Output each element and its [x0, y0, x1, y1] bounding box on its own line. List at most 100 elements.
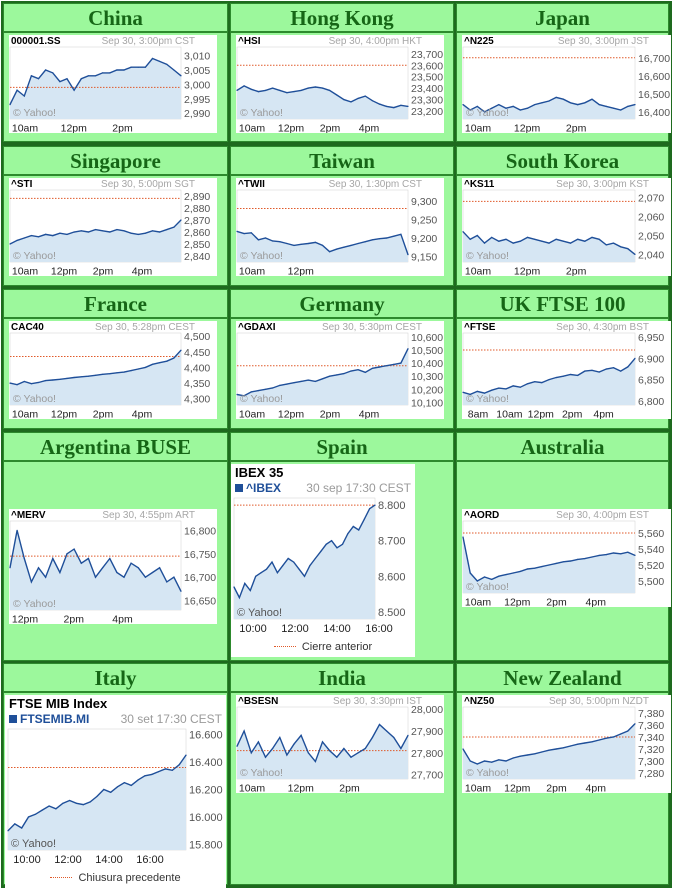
data-point — [555, 562, 557, 564]
data-point — [109, 231, 111, 233]
chart-panel-singapore[interactable]: ^STI Sep 30, 5:00pm SGT 2,890 2,880 2,870 2,8… — [9, 178, 217, 276]
x-tick-label: 10am — [12, 409, 39, 420]
data-point — [279, 736, 281, 739]
data-point — [393, 107, 395, 109]
ticker-symbol: ^N225 — [464, 36, 494, 47]
yahoo-watermark: © Yahoo! — [11, 838, 56, 850]
chart-svg: 2,070 2,060 2,050 2,040 10am 12pm 2pm © Yahoo! — [462, 189, 664, 277]
chart-panel-hong-kong[interactable]: ^HSI Sep 30, 4:00pm HKT 23,700 23,600 23,500… — [236, 35, 444, 133]
market-heading-japan: Japan — [456, 3, 669, 32]
area-fill — [463, 723, 635, 779]
data-point — [279, 384, 281, 386]
chart-panel-japan[interactable]: ^N225 Sep 30, 3:00pm JST 16,700 16,600 16,50… — [462, 35, 671, 133]
chart-timestamp: Sep 30, 5:00pm NZDT — [548, 696, 649, 707]
area-fill — [10, 530, 181, 610]
data-point — [59, 378, 61, 380]
y-tick-label: 16,400 — [638, 107, 670, 119]
chart-panel-germany[interactable]: ^GDAXI Sep 30, 5:30pm CEST 10,600 10,500 10,… — [236, 321, 444, 419]
chart-panel-france[interactable]: CAC40 Sep 30, 5:28pm CEST 4,500 4,450 4,400 4… — [9, 321, 217, 419]
data-point — [37, 236, 40, 238]
data-point — [605, 244, 607, 246]
data-point — [166, 360, 168, 362]
data-point — [159, 362, 161, 364]
data-point — [534, 381, 536, 383]
area-fill — [463, 358, 635, 405]
data-point — [627, 730, 629, 732]
chart-panel-uk-ftse-100[interactable]: ^FTSE Sep 30, 4:30pm BST 6,950 6,900 6,850 6,… — [462, 321, 671, 419]
data-point — [634, 104, 636, 106]
y-tick-label: 2,850 — [184, 239, 210, 251]
data-point — [45, 69, 47, 71]
data-point — [336, 756, 338, 758]
data-point — [634, 554, 636, 556]
yahoo-watermark: © Yahoo! — [466, 107, 509, 119]
previous-close-legend: Cierre anterior — [231, 641, 415, 653]
chart-svg: 16.600 16.400 16.200 16.000 15.800 10:00 12:00… — [7, 728, 223, 866]
data-point — [7, 830, 9, 832]
y-tick-label: 9,300 — [411, 196, 437, 208]
data-point — [180, 349, 182, 351]
data-point — [364, 371, 366, 373]
yahoo-watermark: © Yahoo! — [240, 107, 283, 119]
data-point — [102, 72, 104, 74]
data-point — [87, 375, 89, 377]
data-point — [562, 561, 564, 563]
y-tick-label: 5,500 — [638, 576, 664, 588]
data-point — [584, 558, 586, 560]
data-point — [293, 244, 295, 246]
x-tick-label: 12pm — [51, 266, 78, 277]
data-point — [102, 230, 104, 232]
chart-panel-italy[interactable]: FTSE MIB Index FTSEMIB.MI 30 set 17:30 CES… — [5, 695, 226, 888]
data-point — [307, 87, 309, 89]
data-point — [634, 253, 636, 255]
data-point — [378, 723, 381, 726]
area-fill — [8, 755, 186, 850]
chart-panel-spain[interactable]: IBEX 35 ^IBEX 30 sep 17:30 CEST Cierre ante… — [231, 464, 415, 657]
data-point — [62, 802, 64, 804]
chart-panel-australia[interactable]: ^AORD Sep 30, 4:00pm EST 5,560 5,540 5,520 5,… — [462, 509, 671, 607]
data-point — [250, 391, 252, 393]
data-point — [233, 586, 235, 588]
x-tick-label: 2pm — [320, 409, 341, 420]
data-point — [555, 96, 557, 98]
data-point — [23, 380, 25, 383]
data-point — [272, 240, 274, 242]
x-tick-label: 8am — [468, 409, 489, 420]
data-point — [66, 233, 68, 235]
chart-panel-taiwan[interactable]: ^TWII Sep 30, 1:30pm CST 9,300 9,250 9,200 9,… — [236, 178, 444, 276]
data-point — [45, 380, 47, 382]
chart-panel-argentina-buse[interactable]: ^MERV Sep 30, 4:55pm ART 16,800 16,750 16,70… — [9, 509, 217, 624]
chart-legend: ^IBEX — [235, 481, 281, 495]
data-point — [271, 561, 273, 563]
y-tick-label: 7,360 — [638, 720, 664, 732]
data-point — [272, 747, 274, 750]
data-point — [400, 362, 402, 364]
y-tick-label: 23,700 — [411, 49, 443, 61]
chart-title: IBEX 35 — [235, 465, 284, 480]
area-fill — [463, 231, 635, 262]
y-tick-label: 27,700 — [411, 770, 443, 782]
data-point — [605, 368, 607, 370]
ticker-symbol: ^STI — [11, 179, 33, 190]
chart-panel-south-korea[interactable]: ^KS11 Sep 30, 3:00pm KST 2,070 2,060 2,050 2,… — [462, 178, 671, 276]
ticker-symbol: CAC40 — [11, 322, 44, 333]
data-point — [519, 109, 521, 111]
market-heading-germany: Germany — [230, 289, 454, 318]
x-tick-label: 10am — [465, 266, 492, 277]
data-point — [123, 69, 125, 71]
data-point — [159, 567, 161, 569]
data-point — [130, 66, 132, 68]
data-point — [331, 540, 333, 542]
data-point — [325, 543, 327, 545]
y-tick-label: 9,250 — [411, 215, 437, 227]
chart-panel-new-zealand[interactable]: ^NZ50 Sep 30, 5:00pm NZDT 7,380 7,360 7,340 7… — [462, 695, 671, 793]
data-point — [350, 244, 352, 246]
data-point — [357, 97, 359, 99]
yahoo-watermark: © Yahoo! — [240, 393, 283, 405]
y-tick-label: 7,320 — [638, 744, 664, 756]
data-point — [505, 107, 507, 109]
data-point — [519, 755, 521, 757]
chart-panel-china[interactable]: 000001.SS Sep 30, 3:00pm CST 3,010 3,005 3,0… — [9, 35, 217, 133]
chart-panel-india[interactable]: ^BSESN Sep 30, 3:30pm IST 28,000 27,900 27,8… — [236, 695, 444, 793]
